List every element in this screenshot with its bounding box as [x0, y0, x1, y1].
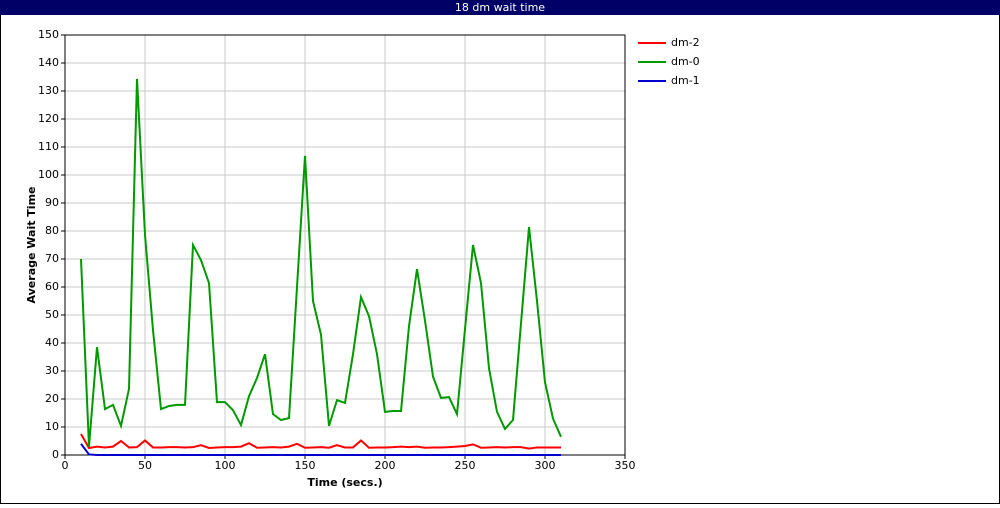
title-bar	[0, 0, 1000, 15]
x-tick-label: 250	[455, 459, 476, 472]
series-line	[80, 443, 561, 456]
series-line	[80, 78, 562, 447]
x-tick-label: 100	[215, 459, 236, 472]
y-tick-label: 60	[45, 280, 59, 293]
y-tick-label: 130	[38, 84, 59, 97]
legend-label: dm-1	[671, 74, 700, 87]
x-tick-label: 0	[62, 459, 69, 472]
y-tick-label: 50	[45, 308, 59, 321]
y-axis-label: Average Wait Time	[25, 187, 38, 304]
y-tick-label: 90	[45, 196, 59, 209]
y-tick-label: 110	[38, 140, 59, 153]
y-tick-label: 30	[45, 364, 59, 377]
y-tick-label: 140	[38, 56, 59, 69]
x-tick-label: 200	[375, 459, 396, 472]
series-line	[80, 433, 561, 450]
y-tick-label: 120	[38, 112, 59, 125]
x-tick-label: 350	[615, 459, 636, 472]
x-tick-label: 300	[535, 459, 556, 472]
y-tick-label: 20	[45, 392, 59, 405]
y-tick-label: 150	[38, 28, 59, 41]
y-tick-label: 100	[38, 168, 59, 181]
legend-label: dm-0	[671, 55, 700, 68]
y-tick-label: 10	[45, 420, 59, 433]
y-tick-label: 40	[45, 336, 59, 349]
x-axis-label: Time (secs.)	[307, 476, 382, 489]
x-tick-label: 150	[295, 459, 316, 472]
y-tick-label: 80	[45, 224, 59, 237]
legend-label: dm-2	[671, 36, 700, 49]
x-tick-label: 50	[138, 459, 152, 472]
chart-title: 18 dm wait time	[455, 1, 545, 14]
y-tick-label: 0	[52, 448, 59, 461]
y-tick-label: 70	[45, 252, 59, 265]
